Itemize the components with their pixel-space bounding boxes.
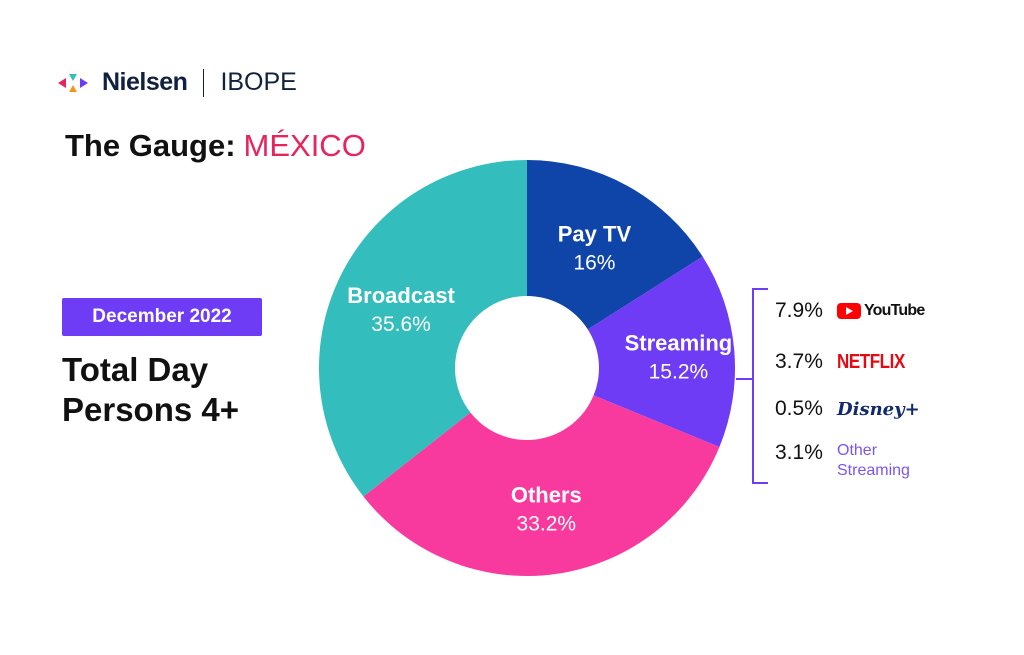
slice-others bbox=[363, 395, 720, 576]
slice-value-others: 33.2% bbox=[517, 513, 577, 536]
streaming-bracket bbox=[752, 288, 768, 484]
nielsen-logo-icon bbox=[58, 73, 88, 92]
slice-value-broadcast: 35.6% bbox=[371, 313, 431, 336]
subtitle-line1: Total Day bbox=[62, 351, 209, 388]
other-streaming-label: Other Streaming bbox=[837, 442, 910, 479]
streaming-bracket-tick bbox=[736, 378, 752, 380]
partner-name: IBOPE bbox=[220, 68, 297, 96]
logo-divider bbox=[203, 68, 205, 97]
slice-streaming bbox=[587, 256, 735, 447]
breakdown-other-streaming: 3.1% Other Streaming bbox=[775, 441, 927, 481]
other-streaming-value: 3.1% bbox=[775, 441, 823, 464]
youtube-logo: YouTube bbox=[837, 302, 925, 320]
breakdown-disney: 0.5% Disney+ bbox=[775, 397, 920, 421]
brand-name: Nielsen bbox=[102, 68, 188, 96]
subtitle: Total Day Persons 4+ bbox=[62, 350, 239, 430]
date-badge: December 2022 bbox=[62, 298, 262, 336]
disney-value: 0.5% bbox=[775, 397, 823, 420]
slice-value-streaming: 15.2% bbox=[649, 361, 709, 384]
breakdown-youtube: 7.9% YouTube bbox=[775, 299, 925, 323]
netflix-logo: NETFLIX bbox=[837, 350, 905, 373]
youtube-value: 7.9% bbox=[775, 299, 823, 322]
slice-label-others: Others bbox=[511, 483, 582, 508]
slice-label-broadcast: Broadcast bbox=[347, 283, 455, 308]
subtitle-line2: Persons 4+ bbox=[62, 391, 240, 428]
disney-plus-logo: Disney+ bbox=[837, 398, 920, 420]
slice-value-pay-tv: 16% bbox=[573, 251, 615, 274]
nielsen-ibope-logo: Nielsen IBOPE bbox=[58, 68, 297, 97]
slice-label-pay-tv: Pay TV bbox=[558, 221, 632, 246]
title-text: The Gauge: bbox=[65, 128, 236, 163]
slice-label-streaming: Streaming bbox=[625, 331, 733, 356]
slice-pay-tv bbox=[527, 160, 703, 330]
slice-broadcast bbox=[318, 160, 527, 497]
netflix-value: 3.7% bbox=[775, 350, 823, 373]
youtube-play-icon bbox=[837, 303, 861, 319]
page-title: The Gauge: MÉXICO bbox=[65, 128, 366, 164]
youtube-label: YouTube bbox=[864, 302, 925, 319]
country-name: MÉXICO bbox=[243, 128, 366, 163]
breakdown-netflix: 3.7% NETFLIX bbox=[775, 350, 917, 374]
